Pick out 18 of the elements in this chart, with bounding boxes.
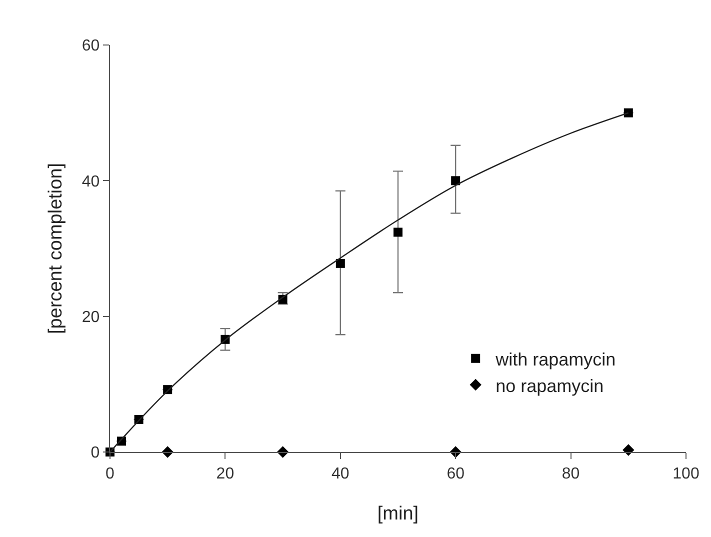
- y-tick-label: 60: [82, 38, 100, 55]
- y-axis-title: [percent completion]: [46, 162, 67, 334]
- point: [451, 176, 460, 186]
- legend-label: with rapamycin: [494, 349, 616, 370]
- x-tick-label: 0: [106, 465, 115, 482]
- point: [624, 108, 633, 118]
- y-tick-label: 40: [82, 173, 100, 190]
- x-axis-title: [min]: [377, 503, 419, 524]
- y-tick-label: 20: [82, 308, 100, 326]
- point: [394, 228, 402, 237]
- point: [336, 258, 345, 268]
- y-tick-label: 0: [90, 444, 100, 462]
- legend-label: no rapamycin: [496, 376, 604, 396]
- x-tick-label: 60: [446, 465, 465, 482]
- x-tick-label: 40: [332, 465, 350, 482]
- x-tick-label: 80: [562, 465, 580, 482]
- x-tick-label: 100: [672, 465, 700, 482]
- x-tick-label: 20: [216, 465, 234, 482]
